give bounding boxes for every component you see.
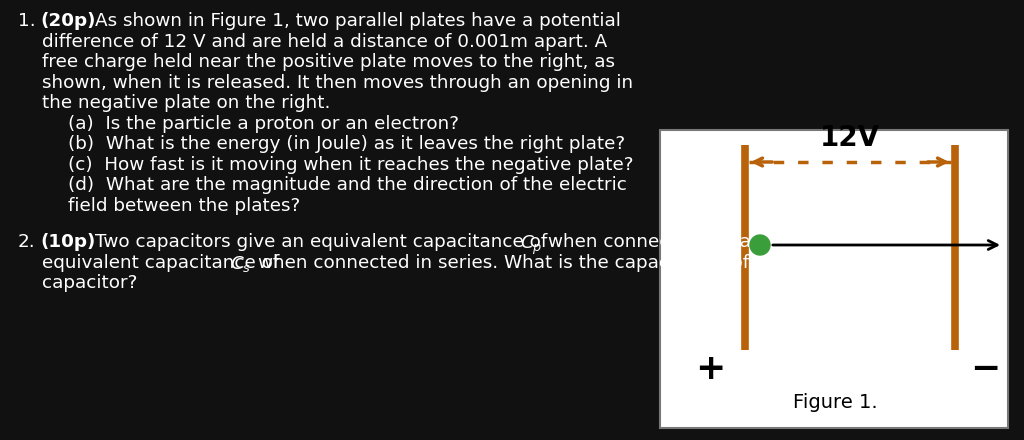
- Text: 1.: 1.: [18, 12, 36, 30]
- Text: equivalent capacitance of: equivalent capacitance of: [42, 254, 285, 272]
- Circle shape: [750, 235, 770, 255]
- Text: $C_p$: $C_p$: [520, 233, 543, 257]
- Text: (c)  How fast is it moving when it reaches the negative plate?: (c) How fast is it moving when it reache…: [68, 155, 634, 173]
- Text: (20p): (20p): [40, 12, 95, 30]
- Text: $C_s$: $C_s$: [230, 254, 251, 274]
- Text: Two capacitors give an equivalent capacitance of: Two capacitors give an equivalent capaci…: [95, 233, 553, 251]
- Text: (b)  What is the energy (in Joule) as it leaves the right plate?: (b) What is the energy (in Joule) as it …: [68, 135, 625, 153]
- Text: −: −: [970, 352, 1000, 386]
- Text: shown, when it is released. It then moves through an opening in: shown, when it is released. It then move…: [42, 73, 633, 92]
- Text: Figure 1.: Figure 1.: [793, 393, 878, 412]
- Text: 12V: 12V: [820, 124, 880, 152]
- Text: (a)  Is the particle a proton or an electron?: (a) Is the particle a proton or an elect…: [68, 114, 459, 132]
- Text: field between the plates?: field between the plates?: [68, 197, 300, 215]
- Text: when connected in parallel and an: when connected in parallel and an: [548, 233, 865, 251]
- Text: +: +: [695, 352, 725, 386]
- Text: capacitor?: capacitor?: [42, 275, 137, 293]
- Text: difference of 12 V and are held a distance of 0.001m apart. A: difference of 12 V and are held a distan…: [42, 33, 607, 51]
- Text: (10p): (10p): [40, 233, 95, 251]
- Text: 2.: 2.: [18, 233, 36, 251]
- Text: As shown in Figure 1, two parallel plates have a potential: As shown in Figure 1, two parallel plate…: [95, 12, 621, 30]
- Text: when connected in series. What is the capacitance of each: when connected in series. What is the ca…: [258, 254, 800, 272]
- Text: (d)  What are the magnitude and the direction of the electric: (d) What are the magnitude and the direc…: [68, 176, 627, 194]
- FancyBboxPatch shape: [660, 130, 1008, 428]
- Text: free charge held near the positive plate moves to the right, as: free charge held near the positive plate…: [42, 53, 615, 71]
- Text: the negative plate on the right.: the negative plate on the right.: [42, 94, 331, 112]
